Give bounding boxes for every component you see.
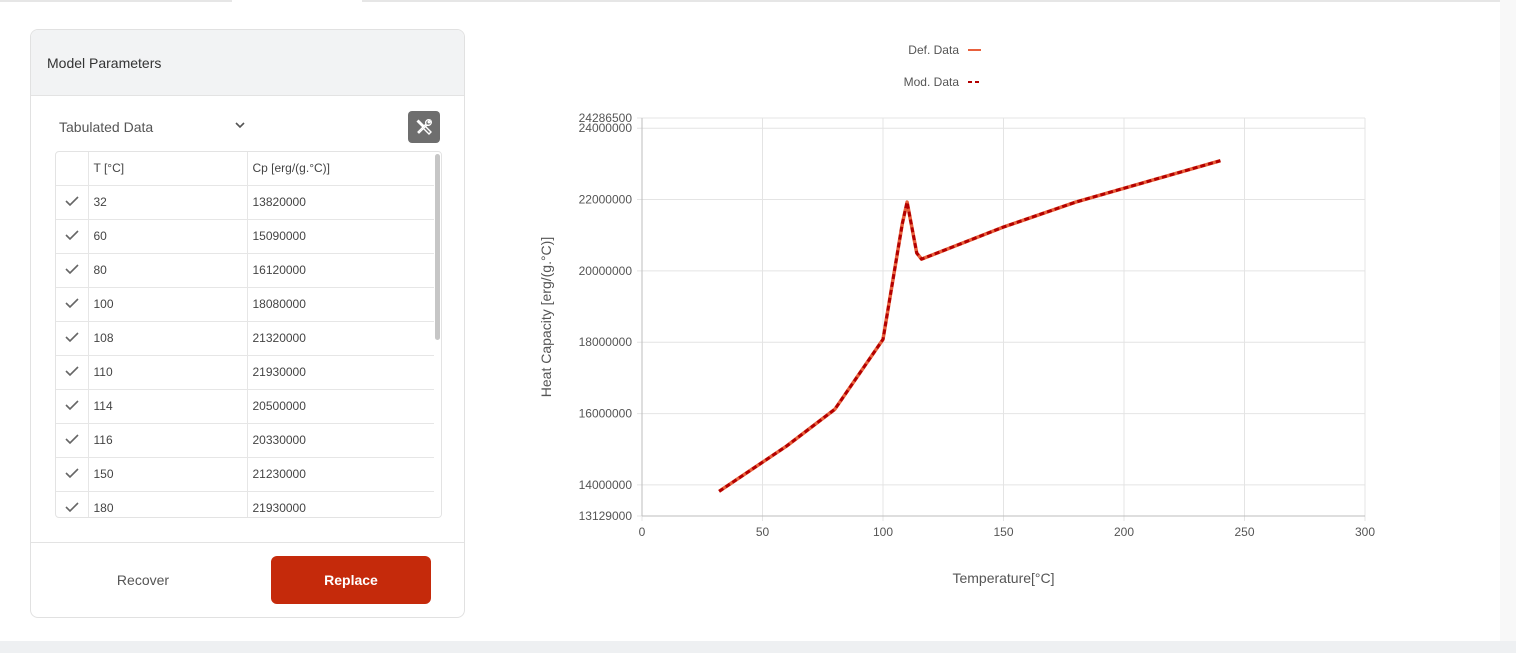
panel-footer: Recover Replace (31, 542, 464, 617)
checkmark-icon (65, 229, 79, 240)
column-header-temperature: T [°C] (88, 152, 248, 186)
panel-title: Model Parameters (47, 54, 162, 71)
checkmark-icon (65, 263, 79, 274)
y-tick-label: 14000000 (579, 478, 633, 492)
heat-capacity-chart: 0 50 100 150 200 250 300 13129000 14000000 160000… (538, 43, 1375, 586)
wrench-screwdriver-icon (416, 119, 432, 135)
row-checkbox[interactable] (56, 321, 89, 356)
x-tick-label: 100 (873, 525, 893, 539)
data-table-container: T [°C] Cp [erg/(g.°C)] 32 13820000 60 15090… (55, 151, 442, 518)
cell-cp[interactable]: 21930000 (247, 355, 436, 390)
model-parameters-panel: Model Parameters Tabulated Data T [°C] C… (30, 29, 465, 618)
checkmark-icon (65, 297, 79, 308)
cell-temperature[interactable]: 100 (88, 287, 248, 322)
checkmark-icon (65, 433, 79, 444)
y-tick-label: 16000000 (579, 407, 633, 421)
cell-cp[interactable]: 20500000 (247, 389, 436, 424)
checkmark-icon (65, 501, 79, 512)
legend-label: Def. Data (908, 43, 959, 57)
select-column-header (56, 152, 89, 186)
x-tick-label: 250 (1234, 525, 1254, 539)
row-checkbox[interactable] (56, 287, 89, 322)
y-axis-title: Heat Capacity [erg/(g.°C)] (538, 237, 554, 397)
series-line-1 (718, 159, 1221, 493)
row-checkbox[interactable] (56, 389, 89, 424)
tools-button[interactable] (408, 111, 440, 143)
table-row[interactable]: 60 15090000 (56, 219, 436, 254)
panel-header: Model Parameters (31, 30, 464, 96)
cell-cp[interactable]: 20330000 (247, 423, 436, 458)
top-divider (0, 0, 1516, 2)
x-tick-label: 200 (1114, 525, 1134, 539)
row-checkbox[interactable] (56, 253, 89, 288)
cell-temperature[interactable]: 108 (88, 321, 248, 356)
scrollbar-thumb[interactable] (435, 154, 440, 340)
table-header-row: T [°C] Cp [erg/(g.°C)] (56, 152, 436, 186)
cell-cp[interactable]: 13820000 (247, 185, 436, 220)
select-value: Tabulated Data (59, 119, 154, 135)
table-row[interactable]: 180 21930000 (56, 491, 436, 517)
row-checkbox[interactable] (56, 491, 89, 517)
checkmark-icon (65, 331, 79, 342)
table-row[interactable]: 114 20500000 (56, 389, 436, 424)
y-tick-label: 13129000 (579, 509, 633, 523)
cell-temperature[interactable]: 80 (88, 253, 248, 288)
cell-temperature[interactable]: 110 (88, 355, 248, 390)
cell-cp[interactable]: 15090000 (247, 219, 436, 254)
replace-button[interactable]: Replace (271, 556, 431, 604)
cell-temperature[interactable]: 32 (88, 185, 248, 220)
table-scrollbar[interactable] (434, 152, 441, 517)
row-checkbox[interactable] (56, 185, 89, 220)
cell-temperature[interactable]: 180 (88, 491, 248, 517)
cell-cp[interactable]: 18080000 (247, 287, 436, 322)
legend-label: Mod. Data (904, 75, 960, 89)
x-tick-label: 150 (993, 525, 1013, 539)
chevron-down-icon[interactable] (233, 118, 247, 132)
cell-cp[interactable]: 21930000 (247, 491, 436, 517)
table-row[interactable]: 150 21230000 (56, 457, 436, 492)
bottom-bar (0, 641, 1516, 653)
table-row[interactable]: 116 20330000 (56, 423, 436, 458)
recover-button[interactable]: Recover (81, 556, 205, 604)
cell-temperature[interactable]: 116 (88, 423, 248, 458)
data-type-select[interactable]: Tabulated Data (31, 110, 464, 144)
row-checkbox[interactable] (56, 423, 89, 458)
x-tick-label: 50 (756, 525, 770, 539)
y-tick-label: 24000000 (579, 121, 633, 135)
row-checkbox[interactable] (56, 457, 89, 492)
data-table: T [°C] Cp [erg/(g.°C)] 32 13820000 60 15090… (56, 152, 436, 517)
x-tick-label: 300 (1355, 525, 1375, 539)
right-edge-strip (1500, 0, 1516, 641)
row-checkbox[interactable] (56, 219, 89, 254)
checkmark-icon (65, 467, 79, 478)
cell-temperature[interactable]: 60 (88, 219, 248, 254)
y-tick-label: 22000000 (579, 193, 633, 207)
y-tick-label: 24286500 (579, 111, 633, 125)
column-header-cp: Cp [erg/(g.°C)] (247, 152, 436, 186)
cell-cp[interactable]: 21230000 (247, 457, 436, 492)
table-row[interactable]: 80 16120000 (56, 253, 436, 288)
x-tick-label: 0 (639, 525, 646, 539)
y-tick-label: 20000000 (579, 264, 633, 278)
cell-cp[interactable]: 16120000 (247, 253, 436, 288)
checkmark-icon (65, 365, 79, 376)
cell-cp[interactable]: 21320000 (247, 321, 436, 356)
table-row[interactable]: 110 21930000 (56, 355, 436, 390)
x-axis-title: Temperature[°C] (952, 570, 1054, 586)
y-tick-label: 18000000 (579, 335, 633, 349)
checkmark-icon (65, 399, 79, 410)
checkmark-icon (65, 195, 79, 206)
cell-temperature[interactable]: 150 (88, 457, 248, 492)
table-row[interactable]: 100 18080000 (56, 287, 436, 322)
cell-temperature[interactable]: 114 (88, 389, 248, 424)
row-checkbox[interactable] (56, 355, 89, 390)
table-row[interactable]: 32 13820000 (56, 185, 436, 220)
table-row[interactable]: 108 21320000 (56, 321, 436, 356)
